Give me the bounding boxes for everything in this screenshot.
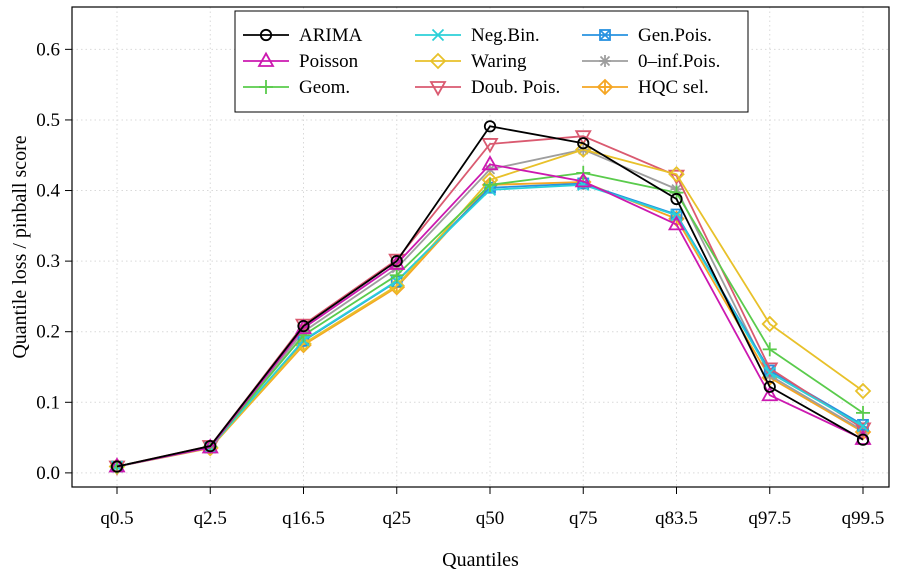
plot-frame bbox=[71, 6, 890, 488]
y-tick-label: 0.2 bbox=[36, 322, 60, 343]
x-tick-label: q0.5 bbox=[100, 508, 133, 529]
series-layer bbox=[108, 120, 872, 476]
marker-plus bbox=[856, 405, 870, 420]
marker-triangle-up bbox=[574, 172, 592, 188]
marker-diamond bbox=[761, 315, 779, 333]
marker-circle bbox=[763, 380, 776, 393]
marker-circle bbox=[390, 255, 403, 268]
marker-circle bbox=[856, 433, 870, 446]
axis-layer: 0.0 0.1 0.2 0.3 0.4 0.5 0.6 q0.5 q2.5 q16.5 q25 q50… bbox=[36, 39, 884, 529]
legend-item: Geom. bbox=[243, 77, 350, 98]
marker-circle bbox=[259, 28, 273, 42]
marker-diamond bbox=[429, 52, 447, 70]
x-tick-label: q97.5 bbox=[748, 508, 791, 529]
marker-circle bbox=[577, 137, 590, 150]
legend-label: Geom. bbox=[299, 77, 350, 98]
marker-plus bbox=[483, 177, 497, 192]
marker-triangle-up bbox=[761, 385, 779, 402]
legend-item: Neg.Bin. bbox=[415, 25, 540, 46]
x-tick-label: q2.5 bbox=[194, 508, 227, 529]
y-tick-label: 0.1 bbox=[36, 392, 60, 413]
marker-triangle-up bbox=[257, 51, 275, 67]
x-tick-label: q50 bbox=[476, 508, 505, 529]
legend: ARIMA Poisson Geom. Neg.Bin. Waring Doub. Poi… bbox=[234, 10, 749, 113]
legend-label: Doub. Pois. bbox=[471, 77, 560, 98]
marker-square-x bbox=[599, 29, 611, 41]
grid-layer bbox=[72, 7, 889, 487]
legend-label: ARIMA bbox=[299, 25, 363, 46]
marker-triangle-up bbox=[294, 318, 313, 335]
marker-diamond bbox=[574, 141, 592, 158]
legend-item: Doub. Pois. bbox=[415, 77, 560, 98]
marker-cross bbox=[856, 420, 870, 433]
y-tick-label: 0.5 bbox=[36, 110, 60, 131]
marker-asterisk bbox=[599, 55, 611, 67]
x-tick-label: q83.5 bbox=[655, 508, 698, 529]
y-tick-label: 0.3 bbox=[36, 251, 60, 272]
marker-circle bbox=[483, 120, 497, 133]
marker-circle bbox=[297, 319, 310, 333]
marker-triangle-down bbox=[481, 138, 499, 154]
marker-circle bbox=[110, 460, 124, 473]
series-line bbox=[116, 125, 864, 468]
legend-label: Waring bbox=[471, 51, 527, 72]
marker-triangle-up bbox=[667, 215, 686, 231]
y-tick-label: 0.4 bbox=[36, 181, 60, 202]
series-arima bbox=[110, 120, 870, 473]
marker-diamond bbox=[668, 166, 685, 183]
marker-plus bbox=[389, 268, 404, 283]
legend-item: Gen.Pois. bbox=[582, 25, 712, 46]
marker-circle bbox=[670, 192, 683, 206]
legend-item: Waring bbox=[415, 51, 527, 72]
legend-item: HQC sel. bbox=[582, 77, 709, 98]
marker-cross bbox=[763, 366, 776, 379]
y-tick-label: 0.6 bbox=[36, 39, 60, 60]
legend-label: Gen.Pois. bbox=[638, 25, 712, 46]
marker-triangle-down bbox=[429, 81, 447, 97]
legend-box bbox=[234, 10, 749, 113]
legend-item: ARIMA bbox=[243, 25, 363, 46]
x-tick-label: q16.5 bbox=[282, 508, 325, 529]
x-tick-label: q25 bbox=[383, 508, 412, 529]
x-tick-label: q99.5 bbox=[842, 508, 885, 529]
x-tick-label: q75 bbox=[569, 508, 598, 529]
legend-label: Neg.Bin. bbox=[471, 25, 540, 46]
legend-label: Poisson bbox=[299, 51, 359, 72]
y-axis-title: Quantile loss / pinball score bbox=[9, 135, 31, 358]
legend-label: 0–inf.Pois. bbox=[638, 51, 720, 72]
marker-diamond-plus bbox=[596, 78, 614, 96]
legend-label: HQC sel. bbox=[638, 77, 709, 98]
series-line bbox=[116, 163, 864, 468]
y-tick-label: 0.0 bbox=[36, 463, 60, 484]
marker-plus bbox=[669, 185, 684, 200]
marker-cross bbox=[431, 28, 445, 42]
x-axis-title: Quantiles bbox=[442, 549, 519, 571]
legend-item: Poisson bbox=[243, 51, 359, 72]
legend-item: 0–inf.Pois. bbox=[582, 51, 720, 72]
marker-triangle-up bbox=[481, 155, 499, 171]
marker-diamond bbox=[854, 382, 872, 400]
marker-plus bbox=[259, 80, 273, 94]
marker-plus bbox=[762, 342, 777, 357]
marker-triangle-down bbox=[574, 130, 592, 146]
marker-circle bbox=[204, 439, 217, 453]
